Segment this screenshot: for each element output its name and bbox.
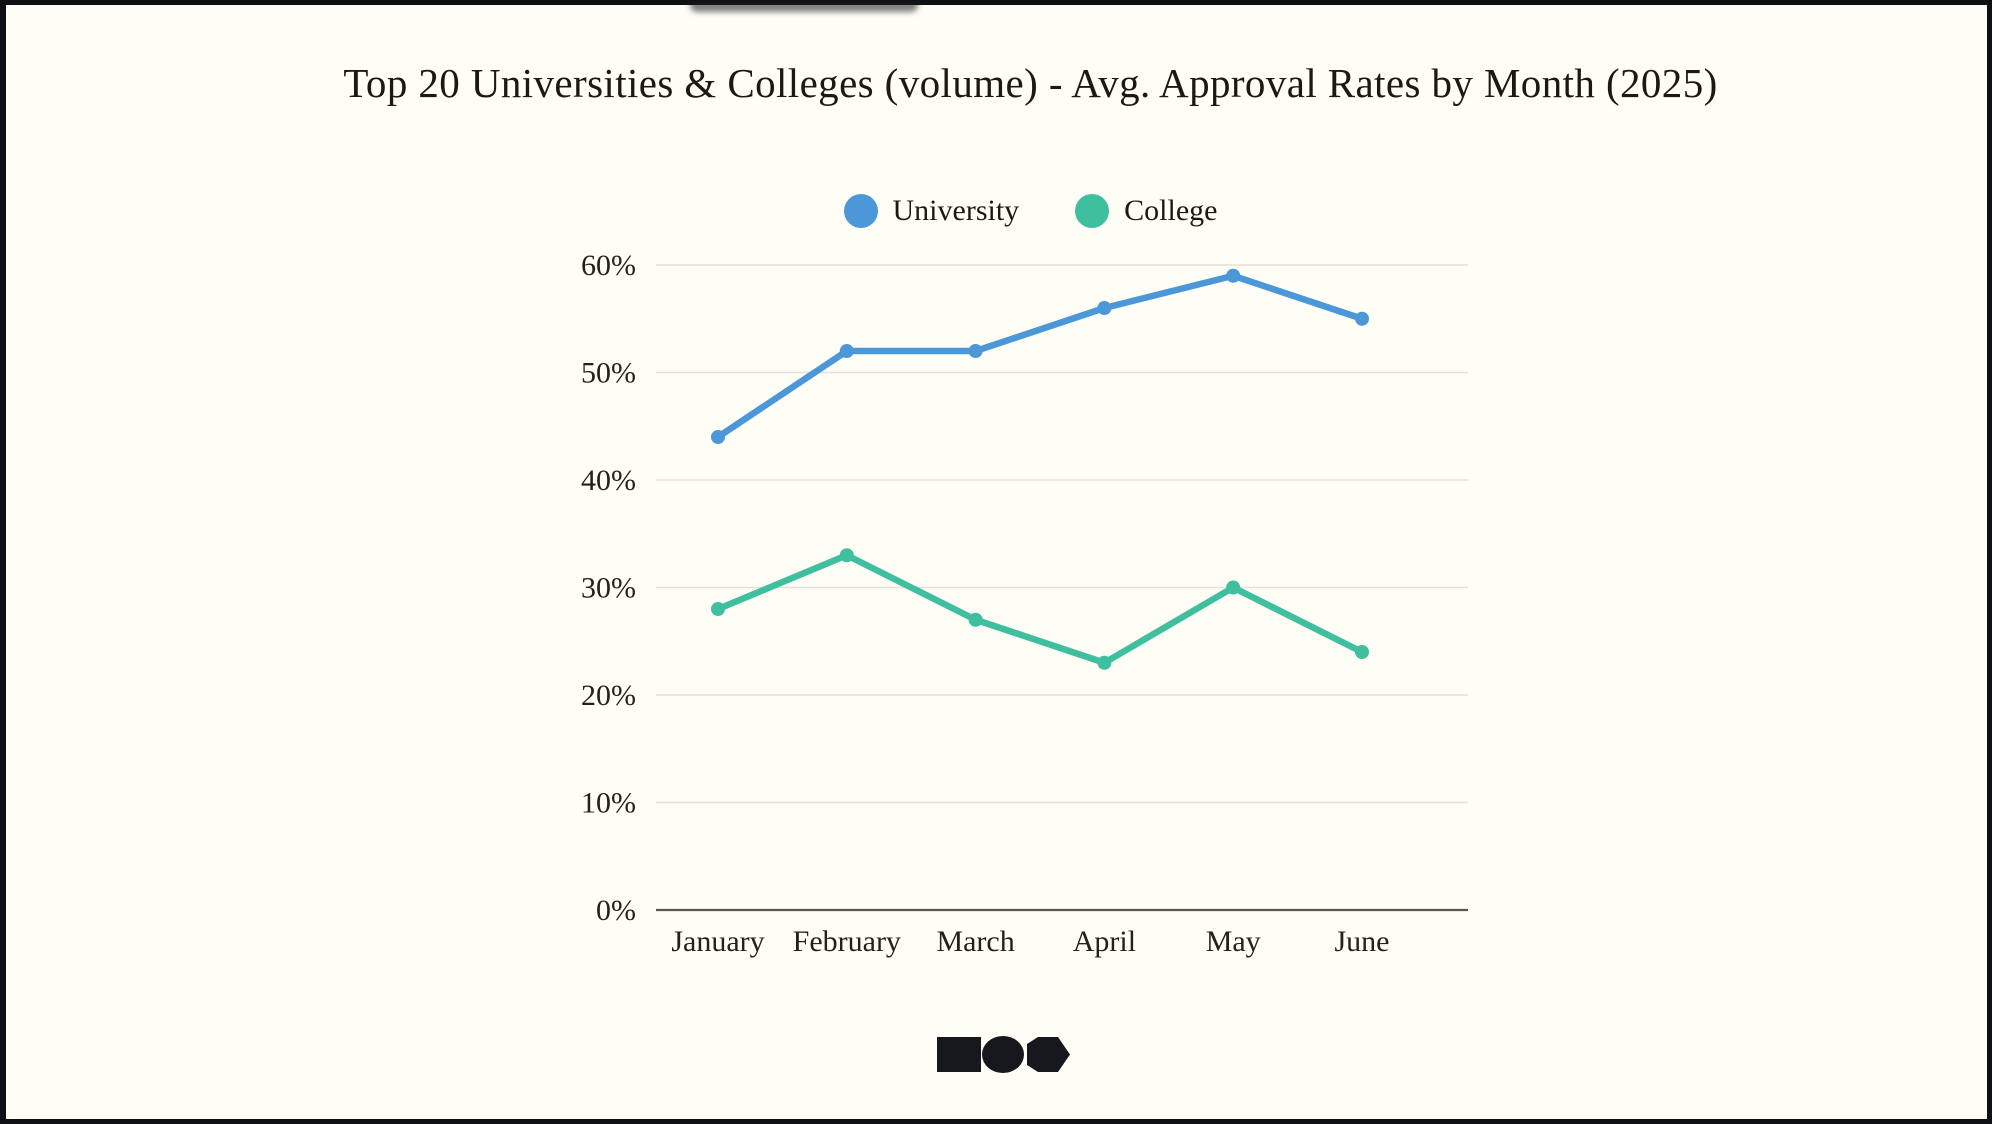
x-tick-label: March <box>936 925 1014 958</box>
y-tick-label: 20% <box>581 679 636 712</box>
x-tick-label: February <box>793 925 901 958</box>
legend-label-university: University <box>892 194 1020 227</box>
series-line-college <box>714 552 1366 666</box>
data-point-university <box>711 430 725 444</box>
logo-circle-icon <box>982 1036 1024 1073</box>
line-chart-plot: 0% 10% 20% 30% 40% 50% 60% January February March… <box>581 249 1468 958</box>
x-tick-label: May <box>1206 925 1261 958</box>
chart-legend: University College <box>40 194 1992 228</box>
chart-title: Top 20 Universities & Colleges (volume) … <box>343 60 1718 106</box>
college-series-dot-icon <box>1075 194 1110 228</box>
data-point-college <box>839 548 854 563</box>
data-point-college <box>1226 580 1241 595</box>
legend-label-college: College <box>1124 194 1218 227</box>
y-tick-label: 30% <box>581 572 636 605</box>
data-point-college <box>1355 645 1369 659</box>
x-tick-label: April <box>1073 925 1136 958</box>
chart-canvas: Top 20 Universities & Colleges (volume) … <box>6 5 1987 1119</box>
y-tick-label: 40% <box>581 464 636 497</box>
y-tick-label: 0% <box>596 894 636 927</box>
data-point-university <box>1355 311 1369 326</box>
university-series-dot-icon <box>843 194 878 228</box>
top-edge-notch <box>690 0 918 12</box>
data-point-college <box>711 602 725 616</box>
logo-hexagon-icon <box>1027 1037 1070 1072</box>
legend-item-college: College <box>1075 194 1217 228</box>
y-tick-label: 50% <box>581 357 636 390</box>
series-line-university <box>714 272 1366 441</box>
data-point-college <box>968 612 983 627</box>
x-tick-label: January <box>671 925 764 958</box>
data-point-university <box>1097 301 1112 315</box>
data-point-university <box>968 344 983 358</box>
data-point-university <box>1226 268 1241 283</box>
legend-item-university: University <box>843 194 1020 228</box>
logo-square-icon <box>937 1037 981 1072</box>
data-point-university <box>839 344 854 358</box>
data-point-college <box>1097 655 1112 670</box>
x-tick-label: June <box>1335 925 1390 958</box>
brand-logo <box>937 1036 1070 1073</box>
y-tick-label: 60% <box>581 249 636 282</box>
y-tick-label: 10% <box>581 787 636 820</box>
